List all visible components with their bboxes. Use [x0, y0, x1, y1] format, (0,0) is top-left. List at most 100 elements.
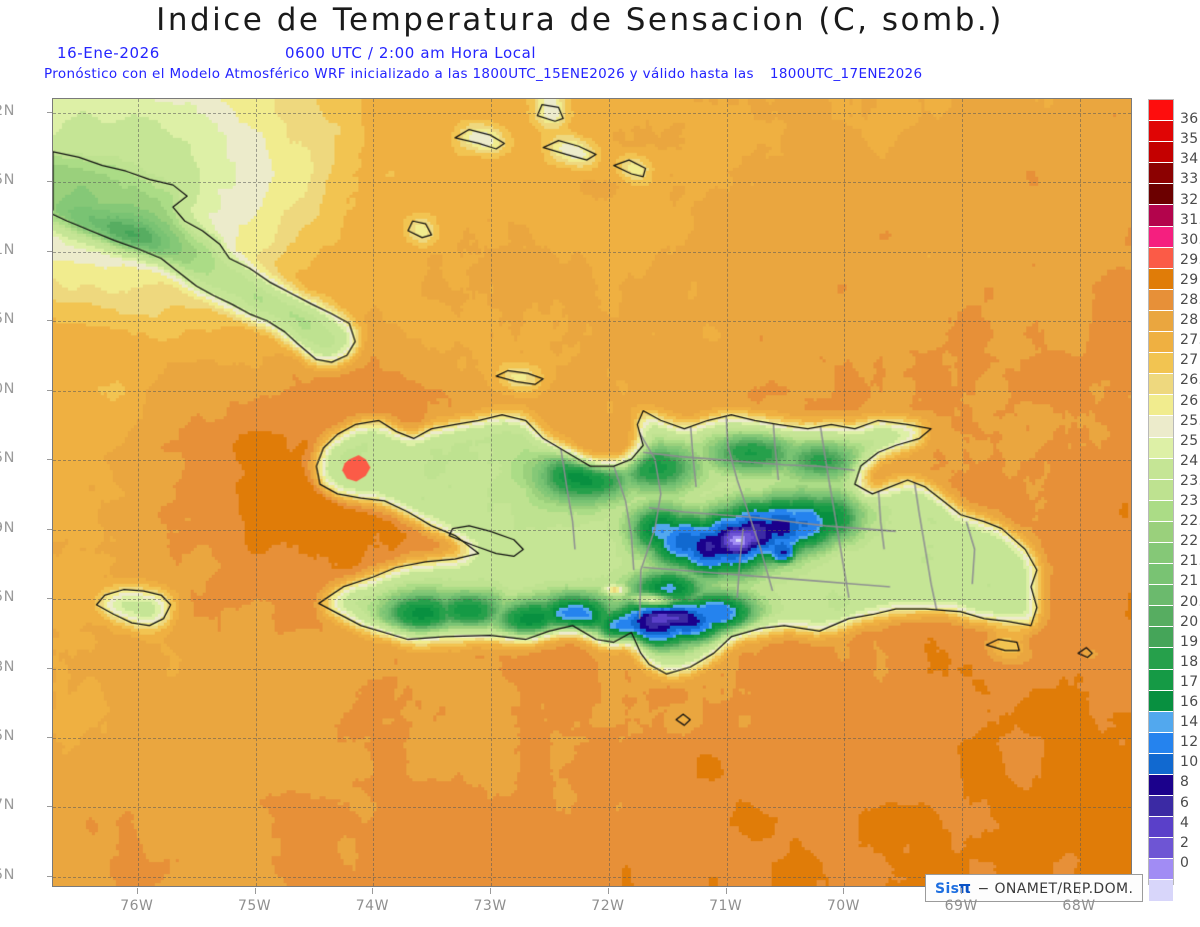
colorbar-swatch [1149, 500, 1173, 522]
colorbar-level-label: 25.5 [1180, 412, 1200, 429]
colorbar-swatch [1149, 585, 1173, 607]
colorbar-swatch [1149, 332, 1173, 354]
colorbar-swatch [1149, 310, 1173, 333]
colorbar-level-label: 27.5 [1180, 332, 1200, 349]
colorbar-level-label: 33 [1180, 171, 1199, 188]
colorbar-swatch [1149, 142, 1173, 164]
longitude-tick-label: 71W [709, 898, 743, 914]
longitude-tick-mark [843, 888, 845, 894]
colorbar-level-label: 35 [1180, 131, 1199, 148]
latitude-tick-mark [47, 667, 52, 669]
latitude-tick-mark [47, 250, 52, 252]
colorbar-level-label: 22.5 [1180, 513, 1200, 530]
colorbar-swatch [1149, 796, 1173, 818]
colorbar-level-label: 24 [1180, 452, 1199, 469]
colorbar-level-label: 29 [1180, 271, 1199, 288]
colorbar-swatch [1149, 775, 1173, 797]
longitude-tick-label: 72W [591, 898, 625, 914]
colorbar-swatch [1149, 669, 1173, 691]
longitude-tick-label: 70W [826, 898, 861, 914]
temperature-colorbar [1148, 99, 1174, 922]
colorbar-swatch [1149, 648, 1173, 670]
colorbar-level-label: 20 [1180, 613, 1199, 630]
model-valid-until: 1800UTC_17ENE2026 [769, 66, 923, 82]
model-description-line: Pronóstico con el Modelo Atmosférico WRF… [44, 66, 922, 82]
colorbar-level-label: 26.5 [1180, 372, 1200, 389]
colorbar-level-label: 36 [1180, 111, 1199, 128]
longitude-tick-mark [1079, 888, 1080, 894]
colorbar-level-label: 14 [1180, 714, 1199, 731]
model-description-text: Pronóstico con el Modelo Atmosférico WRF… [44, 66, 754, 82]
colorbar-swatch [1149, 226, 1173, 248]
map-plot-area[interactable] [52, 98, 1132, 887]
colorbar-level-label: 16 [1180, 694, 1199, 711]
page-title: Indice de Temperatura de Sensacion (C, s… [156, 2, 1004, 38]
latitude-tick-mark [47, 806, 52, 808]
colorbar-level-label: 0 [1180, 854, 1190, 871]
colorbar-swatch [1149, 838, 1173, 860]
longitude-tick-label: 74W [355, 898, 389, 914]
latitude-tick-mark [47, 598, 52, 600]
latitude-tick-mark [47, 181, 52, 183]
colorbar-swatch [1149, 416, 1173, 438]
colorbar-swatch [1149, 711, 1173, 733]
colorbar-level-label: 27 [1180, 352, 1199, 369]
colorbar-level-label: 23.5 [1180, 472, 1200, 489]
colorbar-swatch [1149, 395, 1173, 417]
longitude-tick-label: 75W [237, 898, 272, 914]
colorbar-level-label: 26 [1180, 392, 1199, 409]
forecast-time-label: 0600 UTC / 2:00 am Hora Local [285, 44, 537, 62]
colorbar-level-label: 6 [1180, 794, 1190, 811]
watermark-sis-text: Sis [935, 881, 960, 897]
colorbar-level-label: 8 [1180, 774, 1190, 791]
colorbar-swatch [1149, 289, 1173, 311]
colorbar-swatch [1149, 458, 1173, 480]
colorbar-swatch [1149, 374, 1173, 396]
colorbar-swatch [1149, 184, 1173, 206]
colorbar-swatch [1149, 732, 1173, 754]
latitude-tick-mark [47, 528, 52, 530]
colorbar-swatch [1149, 205, 1173, 227]
longitude-tick-mark [136, 888, 138, 894]
colorbar-level-label: 28.5 [1180, 292, 1200, 309]
colorbar-swatch [1149, 690, 1173, 712]
colorbar-swatch [1149, 627, 1173, 649]
latitude-tick-mark [47, 389, 52, 391]
colorbar-level-label: 22 [1180, 533, 1199, 550]
colorbar-swatch [1149, 247, 1173, 269]
colorbar-swatch [1149, 163, 1173, 185]
header-subline: 16-Ene-2026 0600 UTC / 2:00 am Hora Loca… [52, 44, 1152, 64]
colorbar-swatch [1149, 901, 1173, 922]
latitude-tick-mark [47, 875, 52, 877]
colorbar-level-label: 32 [1180, 191, 1199, 208]
colorbar-level-label: 10 [1180, 754, 1199, 771]
colorbar-swatch [1149, 268, 1173, 290]
colorbar-level-label: 29.7 [1180, 251, 1200, 268]
onamet-watermark: Sis π − ONAMET/REP.DOM. [925, 874, 1144, 902]
forecast-date-label: 16-Ene-2026 [57, 44, 160, 62]
longitude-tick-mark [490, 888, 492, 894]
colorbar-level-label: 2 [1180, 834, 1190, 851]
colorbar-swatch [1149, 542, 1173, 565]
colorbar-swatch [1149, 100, 1173, 122]
colorbar-level-label: 28 [1180, 312, 1199, 329]
colorbar-swatch [1149, 479, 1173, 501]
temperature-colorbar-labels: 363534333231.530.729.72928.52827.52726.5… [1180, 99, 1200, 885]
colorbar-level-label: 31.5 [1180, 211, 1200, 228]
latitude-tick-mark [47, 111, 52, 113]
colorbar-level-label: 18 [1180, 653, 1199, 670]
colorbar-level-label: 21.5 [1180, 553, 1200, 570]
colorbar-level-label: 4 [1180, 814, 1190, 831]
longitude-tick-mark [254, 888, 256, 894]
colorbar-swatch [1149, 880, 1173, 902]
colorbar-swatch [1149, 121, 1173, 143]
colorbar-level-label: 19 [1180, 633, 1199, 650]
colorbar-swatch [1149, 859, 1173, 881]
longitude-tick-mark [607, 888, 609, 894]
colorbar-swatch [1149, 817, 1173, 839]
colorbar-level-label: 23 [1180, 493, 1199, 510]
colorbar-swatch [1149, 606, 1173, 628]
colorbar-level-label: 34 [1180, 151, 1199, 168]
colorbar-level-label: 20.5 [1180, 593, 1200, 610]
